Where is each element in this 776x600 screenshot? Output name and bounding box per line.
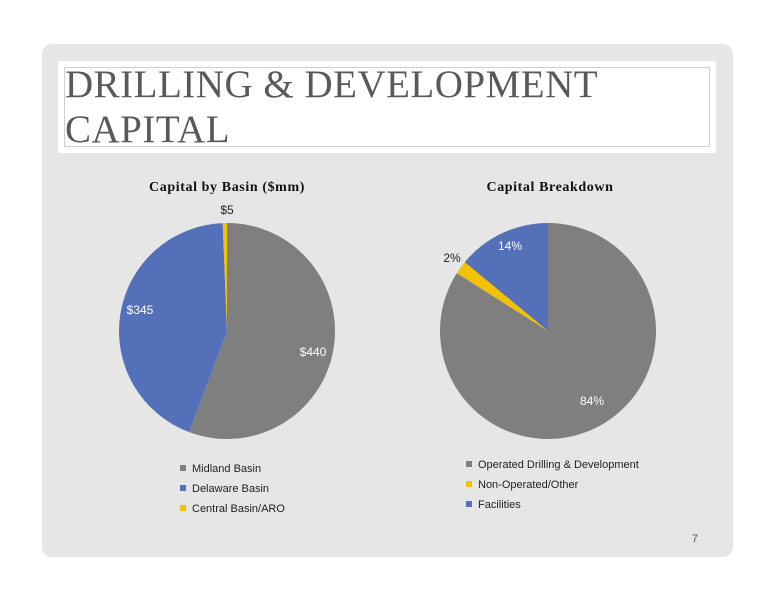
pie-slice-delaware-basin (119, 223, 227, 433)
legend-label-operated-drilling-development: Operated Drilling & Development (478, 459, 639, 471)
pie-slice-operated-drilling-development (439, 223, 656, 439)
legend-label-midland-basin: Midland Basin (192, 463, 261, 475)
data-label-midland-basin: $440 (300, 345, 327, 359)
chart-title-2: Capital Breakdown (486, 180, 613, 195)
data-label-central-basin-aro: $5 (220, 203, 234, 217)
pie-slice-facilities (464, 223, 548, 331)
pie-slice-non-operated-other (456, 262, 548, 331)
legend-swatch-delaware-basin (180, 485, 186, 491)
legend-label-central-basin-aro: Central Basin/ARO (192, 503, 285, 515)
data-label-operated-drilling-development: 84% (580, 394, 604, 408)
legend-label-facilities: Facilities (478, 499, 521, 511)
slide-title: DRILLING & DEVELOPMENT CAPITAL (65, 63, 598, 151)
pie-slice-central-basin-aro (222, 223, 227, 331)
data-label-non-operated-other: 2% (443, 251, 461, 265)
title-box: DRILLING & DEVELOPMENT CAPITAL (58, 61, 716, 153)
legend-swatch-operated-drilling-development (466, 461, 472, 467)
data-label-facilities: 14% (498, 239, 522, 253)
legend-swatch-central-basin-aro (180, 505, 186, 511)
legend-swatch-facilities (466, 501, 472, 507)
page-number: 7 (691, 533, 698, 545)
data-label-delaware-basin: $345 (127, 303, 154, 317)
title-frame: DRILLING & DEVELOPMENT CAPITAL (64, 63, 710, 151)
legend-swatch-non-operated-other (466, 481, 472, 487)
legend-label-delaware-basin: Delaware Basin (192, 483, 269, 495)
legend-label-non-operated-other: Non-Operated/Other (478, 479, 579, 491)
chart-title-1: Capital by Basin ($mm) (149, 180, 305, 195)
pie-slice-midland-basin (189, 223, 335, 440)
legend-swatch-midland-basin (180, 465, 186, 471)
